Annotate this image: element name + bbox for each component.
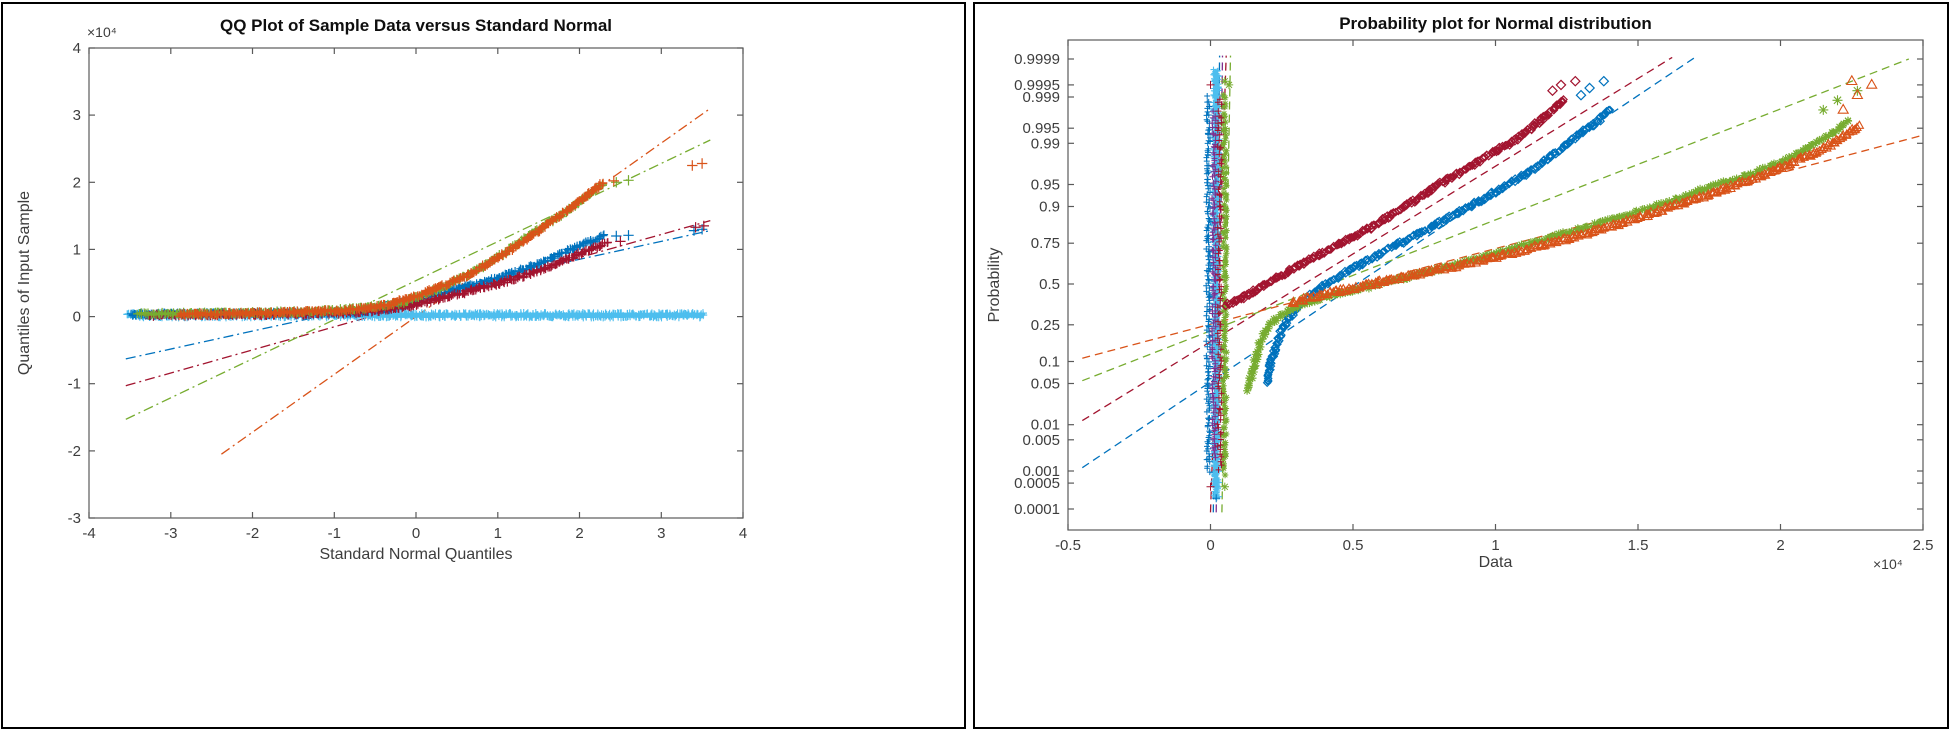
- x-tick-label: 1.5: [1628, 537, 1649, 554]
- y-tick-label: 3: [73, 107, 81, 124]
- probability-plot-canvas: -0.5 0 0.5 1 1.5 2 2.50.99990.99950.9990.9950.…: [1014, 39, 1933, 554]
- probability-plot-ylabel: Probability: [986, 247, 1003, 323]
- curve-orange-triangle: [1287, 74, 1878, 308]
- y-tick-label: 4: [73, 40, 81, 57]
- y-tick-label: 0.9999: [1014, 51, 1060, 68]
- y-tick-label: 0.25: [1031, 317, 1060, 334]
- qq-plot-panel: -4 -3 -2 -1 0 1 2 3 4 -3 -2 -1 0 1 2 3 4 QQ Plot of Samp…: [1, 2, 966, 729]
- x-tick-label: -2: [246, 525, 259, 542]
- x-tick-label: -4: [82, 525, 95, 542]
- cluster-maroon: [1206, 80, 1225, 491]
- y-tick-label: 0.005: [1022, 432, 1060, 449]
- y-tick-label: 0.0001: [1014, 501, 1060, 518]
- y-tick-label: 2: [73, 174, 81, 191]
- x-tick-label: 1: [1491, 537, 1499, 554]
- qq-plot-xlabel: Standard Normal Quantiles: [319, 546, 513, 563]
- y-tick-label: 0.0005: [1014, 475, 1060, 492]
- sample-green: [133, 175, 634, 320]
- x-tick-label: 3: [657, 525, 665, 542]
- x-tick-label: 2: [1776, 537, 1784, 554]
- probability-plot-x-exponent-label: ×10⁴: [1873, 556, 1903, 572]
- y-tick-label: 0.75: [1031, 235, 1060, 252]
- qq-plot-ylabel: Quantiles of Input Sample: [16, 190, 33, 376]
- axes: [88, 47, 744, 519]
- y-tick-label: -1: [68, 376, 81, 393]
- refline-green: [125, 139, 711, 420]
- y-tick-label: 0.01: [1031, 417, 1060, 434]
- y-tick-label: 0.999: [1022, 89, 1060, 106]
- y-tick-label: 0.1: [1039, 354, 1060, 371]
- x-tick-label: 4: [739, 525, 747, 542]
- y-tick-label: 0.995: [1022, 120, 1060, 137]
- axes: [1067, 39, 1924, 531]
- tick-labels: -0.5 0 0.5 1 1.5 2 2.50.99990.99950.9990.9950.…: [1014, 51, 1933, 554]
- cluster-purple: [1208, 108, 1219, 461]
- y-tick-label: 0.001: [1022, 463, 1060, 480]
- y-tick-label: -2: [68, 443, 81, 460]
- y-tick-label: 1: [73, 241, 81, 258]
- y-tick-label: 0.05: [1031, 376, 1060, 393]
- qq-plot-title: QQ Plot of Sample Data versus Standard N…: [219, 16, 613, 35]
- reference-lines: [125, 107, 711, 455]
- sample-orange: [174, 158, 708, 321]
- refline-maroon-dashed: [1081, 56, 1673, 422]
- x-tick-label: 0: [412, 525, 420, 542]
- probability-plot-panel: -0.5 0 0.5 1 1.5 2 2.5 0.9999 0.9995 0.999 0.995 0.…: [973, 2, 1949, 729]
- cluster-blue: [1203, 93, 1221, 503]
- x-tick-label: 2: [575, 525, 583, 542]
- y-tick-label: 0: [73, 309, 81, 326]
- x-tick-label: 0: [1206, 537, 1214, 554]
- x-tick-label: 0.5: [1343, 537, 1364, 554]
- qq-plot-y-exponent-label: ×10⁴: [87, 24, 117, 40]
- curve-maroon-diamond: [1221, 75, 1581, 311]
- y-tick-label: 0.9: [1039, 199, 1060, 216]
- probability-plot-title: Probability plot for Normal distribution: [1339, 14, 1652, 33]
- probability-plot-xlabel: Data: [1478, 554, 1513, 571]
- x-tick-label: 1: [494, 525, 502, 542]
- x-tick-label: 2.5: [1913, 537, 1934, 554]
- y-tick-label: 0.99: [1031, 135, 1060, 152]
- y-tick-label: -3: [68, 510, 81, 527]
- x-tick-label: -3: [164, 525, 177, 542]
- y-tick-label: 0.5: [1039, 276, 1060, 293]
- x-tick-label: -0.5: [1055, 537, 1081, 554]
- x-tick-label: -1: [328, 525, 341, 542]
- refline-green-dashed: [1082, 58, 1910, 382]
- y-tick-label: 0.9995: [1014, 77, 1060, 94]
- y-tick-label: 0.95: [1031, 177, 1060, 194]
